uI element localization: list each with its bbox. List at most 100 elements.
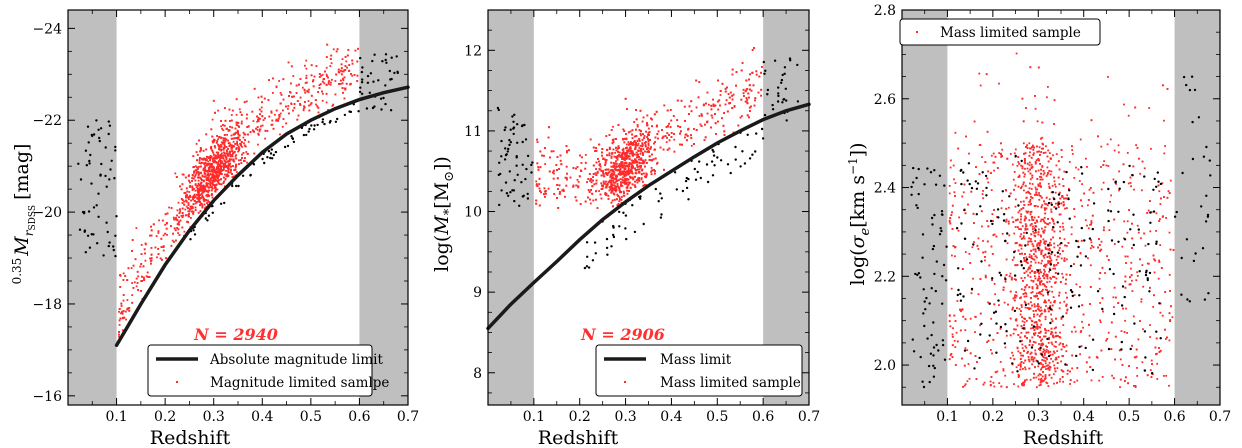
sample-point — [623, 173, 626, 176]
excluded-point — [518, 204, 521, 207]
sample-point — [616, 183, 619, 185]
sample-point — [257, 132, 260, 135]
sample-point — [244, 145, 247, 148]
sample-point — [257, 96, 260, 99]
sample-point — [539, 166, 542, 169]
sample-point — [753, 47, 755, 49]
excluded-point — [754, 150, 757, 153]
sample-point — [253, 87, 256, 90]
sample-point — [629, 130, 632, 133]
sample-point — [228, 152, 231, 155]
sample-point — [621, 196, 623, 198]
sample-point — [213, 167, 215, 169]
sample-point — [191, 174, 194, 177]
sample-point — [238, 139, 241, 141]
sample-point — [330, 54, 333, 57]
excluded-point — [368, 91, 371, 95]
sample-point — [631, 142, 633, 144]
sample-point — [599, 193, 602, 196]
excluded-point — [500, 189, 503, 192]
y-axis-label-main: M — [11, 236, 33, 257]
sample-point — [613, 171, 616, 174]
excluded-point — [252, 163, 256, 166]
sample-point — [552, 169, 555, 172]
sample-point — [617, 186, 620, 189]
sample-point — [631, 170, 633, 173]
sample-point — [305, 67, 308, 70]
sample-point — [272, 127, 275, 130]
sample-point — [277, 117, 280, 120]
sample-point — [549, 156, 551, 159]
sample-point — [640, 173, 643, 176]
excluded-point — [106, 230, 109, 234]
sample-point — [176, 223, 179, 226]
sample-point — [222, 137, 225, 140]
sample-point — [557, 207, 560, 209]
sample-point — [595, 198, 597, 201]
sample-point — [231, 147, 233, 149]
sample-point — [641, 138, 644, 141]
sample-point — [701, 114, 703, 117]
sample-point — [627, 178, 630, 181]
sample-point — [235, 124, 238, 126]
sample-point — [628, 162, 631, 164]
sample-point — [631, 164, 634, 167]
sample-point — [292, 109, 294, 112]
excluded-point — [99, 173, 102, 176]
sample-point — [610, 155, 613, 158]
excluded-point — [348, 110, 351, 113]
sample-point — [185, 196, 187, 199]
sample-point — [622, 138, 625, 141]
sample-point — [731, 94, 733, 97]
sample-point — [595, 150, 598, 152]
legend-label-sample: Mass limited sample — [660, 375, 801, 391]
sample-point — [223, 163, 225, 166]
sample-point — [318, 73, 321, 75]
sample-point — [613, 193, 616, 196]
sample-point — [644, 142, 646, 144]
sample-point — [200, 189, 203, 192]
sample-point — [747, 92, 750, 95]
sample-point — [543, 154, 545, 157]
sample-point — [608, 170, 611, 173]
excluded-point — [83, 230, 86, 233]
sample-point — [673, 138, 676, 141]
sample-point — [615, 156, 618, 158]
sample-point — [207, 189, 210, 192]
sample-point — [177, 222, 180, 225]
sample-point — [252, 120, 255, 122]
sample-point — [199, 182, 202, 185]
sample-point — [609, 188, 612, 190]
sample-point — [611, 173, 614, 175]
sample-point — [227, 160, 229, 163]
sample-point — [650, 146, 652, 149]
excluded-point — [85, 164, 89, 167]
sample-point — [321, 73, 324, 76]
sample-point — [223, 167, 225, 170]
sample-point — [279, 102, 282, 105]
excluded-point — [657, 200, 660, 203]
sample-point — [670, 132, 673, 134]
sample-point — [212, 171, 214, 173]
sample-point — [189, 205, 192, 208]
excluded-point — [782, 98, 786, 101]
excluded-point — [698, 160, 701, 163]
excluded-point — [307, 130, 310, 133]
sample-point — [666, 148, 669, 151]
sample-point — [752, 84, 755, 87]
sample-point — [640, 177, 643, 179]
sample-point — [187, 204, 190, 206]
sample-point — [222, 147, 225, 149]
excluded-point — [507, 194, 510, 197]
sample-point — [697, 96, 700, 99]
sample-point — [225, 158, 228, 161]
sample-point — [588, 173, 591, 175]
sample-point — [612, 125, 614, 128]
sample-point — [610, 190, 613, 192]
excluded-point — [90, 133, 94, 137]
sample-point — [547, 136, 550, 139]
sample-point — [746, 98, 749, 101]
sample-point — [749, 110, 751, 112]
sample-point — [629, 186, 632, 189]
sample-point — [166, 234, 168, 236]
